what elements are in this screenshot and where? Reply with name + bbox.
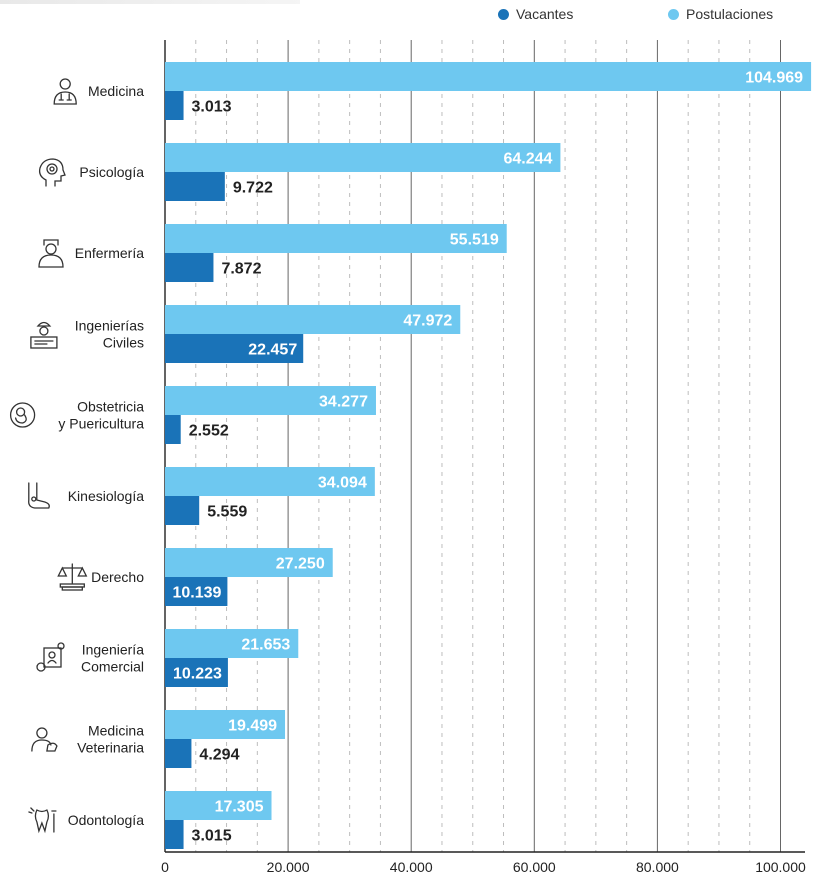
business-gear-icon <box>36 642 65 672</box>
bar-vacantes <box>165 91 184 120</box>
bar-postulaciones <box>165 467 375 496</box>
scales-icon <box>57 563 88 591</box>
bar-postulaciones <box>165 224 507 253</box>
bar-postulaciones <box>165 62 812 91</box>
category-label: Medicina <box>88 723 144 739</box>
data-label-vacantes: 10.139 <box>172 585 221 602</box>
fetus-icon <box>9 402 36 428</box>
legend-swatch-vacantes <box>498 8 509 20</box>
category-label: Veterinaria <box>77 740 144 756</box>
foot-joint-icon <box>28 482 50 509</box>
bar-vacantes <box>165 577 228 606</box>
data-label-postulaciones: 19.499 <box>228 718 277 735</box>
data-label-postulaciones: 64.244 <box>503 151 552 168</box>
bar-postulaciones <box>165 386 376 415</box>
x-tick-label: 0 <box>161 859 169 875</box>
data-label-vacantes: 3.015 <box>192 828 232 845</box>
bar-postulaciones <box>165 629 299 658</box>
x-tick-label: 40.000 <box>390 859 433 875</box>
data-label-postulaciones: 34.277 <box>319 394 368 411</box>
bar-vacantes <box>165 739 192 768</box>
legend-label-vacantes: Vacantes <box>516 6 574 22</box>
bar-vacantes <box>165 415 181 444</box>
vet-dog-icon <box>31 727 58 752</box>
bar-vacantes <box>165 496 200 525</box>
data-label-vacantes: 5.559 <box>207 504 247 521</box>
head-mind-icon <box>38 158 66 187</box>
bar-vacantes <box>165 334 304 363</box>
category-label: Obstetricia <box>77 399 144 415</box>
bar-postulaciones <box>165 791 272 820</box>
nurse-icon <box>38 239 64 268</box>
category-label: Kinesiología <box>68 488 144 504</box>
category-label: y Puericultura <box>58 416 144 432</box>
data-label-vacantes: 4.294 <box>199 747 239 764</box>
cropped-header-fragment <box>0 0 300 4</box>
category-label: Ingeniería <box>82 642 144 658</box>
category-label: Ingenierías <box>75 318 144 334</box>
data-label-postulaciones: 17.305 <box>215 799 264 816</box>
bar-postulaciones <box>165 143 561 172</box>
data-label-postulaciones: 34.094 <box>318 475 367 492</box>
x-tick-label: 20.000 <box>267 859 310 875</box>
bar-vacantes <box>165 658 228 687</box>
bar-vacantes <box>165 820 184 849</box>
category-label: Civiles <box>103 335 144 351</box>
category-label: Comercial <box>81 659 144 675</box>
tooth-icon <box>28 807 57 834</box>
engineer-icon <box>30 321 58 349</box>
category-label: Medicina <box>88 83 144 99</box>
x-tick-label: 60.000 <box>513 859 556 875</box>
data-label-postulaciones: 21.653 <box>241 637 290 654</box>
data-label-postulaciones: 104.969 <box>745 70 803 87</box>
data-label-vacantes: 9.722 <box>233 180 273 197</box>
data-label-vacantes: 3.013 <box>192 99 232 116</box>
legend-label-postulaciones: Postulaciones <box>686 6 774 22</box>
data-label-vacantes: 2.552 <box>189 423 229 440</box>
data-label-postulaciones: 27.250 <box>276 556 325 573</box>
category-label: Odontología <box>68 812 144 828</box>
data-label-vacantes: 10.223 <box>173 666 222 683</box>
bar-vacantes <box>165 172 225 201</box>
bar-postulaciones <box>165 548 333 577</box>
category-label: Derecho <box>91 569 144 585</box>
category-label: Enfermería <box>75 245 144 261</box>
x-tick-label: 80.000 <box>636 859 679 875</box>
data-label-vacantes: 22.457 <box>248 342 297 359</box>
legend-item-vacantes: Vacantes <box>498 6 573 22</box>
legend-item-postulaciones: Postulaciones <box>668 6 773 22</box>
bar-vacantes <box>165 253 214 282</box>
legend-swatch-postulaciones <box>668 8 679 20</box>
bar-postulaciones <box>165 710 286 739</box>
category-label: Psicología <box>79 164 144 180</box>
bar-postulaciones <box>165 305 461 334</box>
x-tick-label: 100.000 <box>755 859 806 875</box>
data-label-postulaciones: 55.519 <box>450 232 499 249</box>
data-label-vacantes: 7.872 <box>221 261 261 278</box>
data-label-postulaciones: 47.972 <box>403 313 452 330</box>
doctor-icon <box>53 78 77 105</box>
